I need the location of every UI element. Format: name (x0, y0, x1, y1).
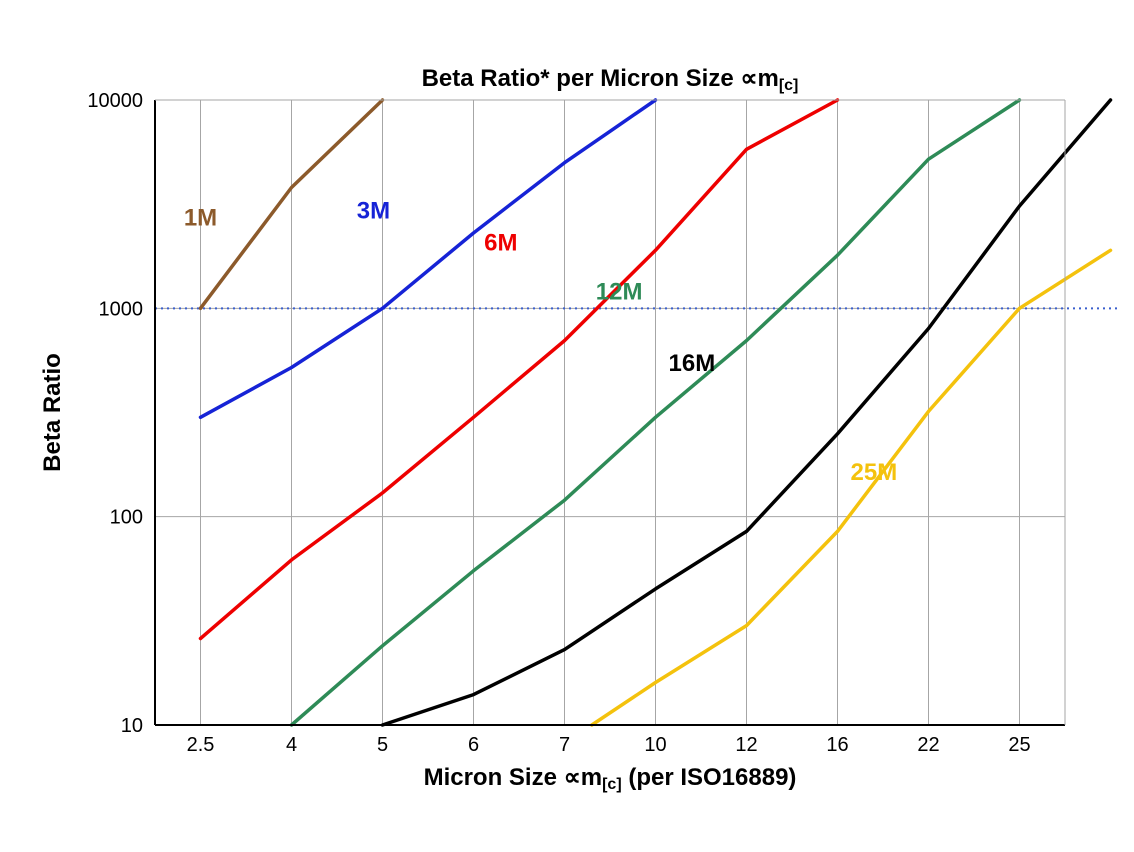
x-tick-label: 16 (826, 734, 848, 756)
y-axis-label: Beta Ratio (39, 353, 66, 472)
x-tick-label: 5 (377, 734, 388, 756)
chart-title: Beta Ratio* per Micron Size ∝m[c] (422, 65, 799, 94)
y-tick-label: 1000 (99, 298, 144, 320)
x-tick-label: 25 (1008, 734, 1030, 756)
beta-ratio-chart: 1M 3M 6M 12M 16M 25M 10 100 1000 10000 2.5 4 5 6 7 10 12… (0, 0, 1134, 852)
y-tick-label: 10000 (87, 90, 143, 112)
chart-container: 1M 3M 6M 12M 16M 25M 10 100 1000 10000 2.5 4 5 6 7 10 12… (0, 0, 1134, 852)
series-label-6M: 6M (484, 229, 517, 256)
y-tick-label: 100 (110, 507, 143, 529)
x-axis-label: Micron Size ∝m[c] (per ISO16889) (424, 764, 797, 793)
series-label-3M: 3M (357, 197, 390, 224)
x-tick-label: 12 (735, 734, 757, 756)
series-label-16M: 16M (669, 350, 716, 377)
x-tick-label: 4 (286, 734, 297, 756)
series-label-1M: 1M (184, 204, 217, 231)
series-label-12M: 12M (596, 279, 643, 306)
x-tick-label: 2.5 (187, 734, 215, 756)
x-tick-label: 10 (644, 734, 666, 756)
x-tick-label: 22 (917, 734, 939, 756)
x-tick-label: 6 (468, 734, 479, 756)
series-label-25M: 25M (851, 459, 898, 486)
x-tick-label: 7 (559, 734, 570, 756)
y-tick-label: 10 (121, 715, 143, 737)
